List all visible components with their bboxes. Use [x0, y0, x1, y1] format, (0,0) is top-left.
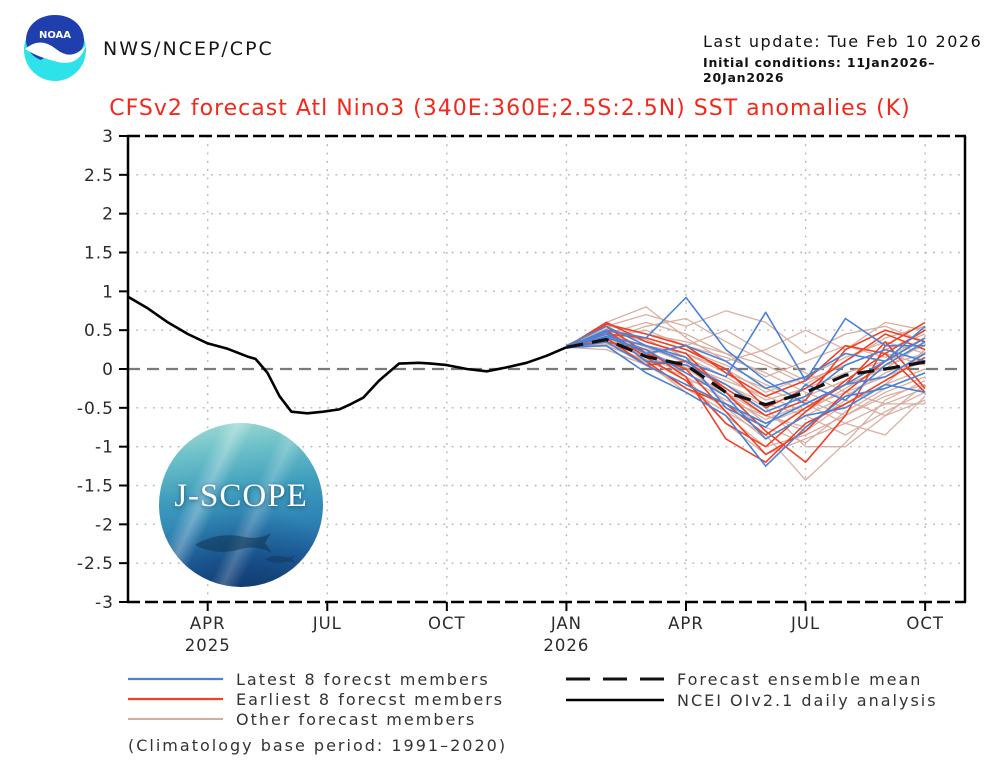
initial-conditions-text: Initial conditions: 11Jan2026–20Jan2026: [703, 55, 936, 85]
legend-item-other-members: Other forecast members: [128, 709, 477, 729]
svg-text:OCT: OCT: [906, 614, 944, 633]
chart-axis-labels: 3 2.5 2 1.5 1 0.5 0 -0.5 -1 -1.5 -2 -2.5 -3 APR JUL OCT…: [77, 127, 944, 655]
noaa-seagull-icon: [25, 42, 86, 63]
svg-text:1: 1: [102, 282, 114, 302]
svg-text:-3: -3: [95, 593, 114, 613]
svg-text:2.5: 2.5: [84, 166, 114, 186]
svg-text:2: 2: [102, 205, 114, 225]
chart-title: CFSv2 forecast Atl Nino3 (340E:360E;2.5S…: [109, 96, 911, 121]
legend-label-earliest: Earliest 8 forecst members: [236, 689, 505, 709]
svg-text:OCT: OCT: [428, 614, 466, 633]
legend-label-latest: Latest 8 forecst members: [236, 669, 490, 689]
legend-item-analysis: NCEI OIv2.1 daily analysis: [566, 690, 938, 710]
svg-text:JAN: JAN: [550, 614, 582, 633]
analysis-line-swatch: [566, 698, 664, 702]
climatology-note: (Climatology base period: 1991–2020): [128, 736, 508, 755]
jscope-watermark-text: J-SCOPE: [174, 478, 308, 514]
fish-icon: [195, 533, 295, 563]
svg-text:-0.5: -0.5: [77, 399, 114, 419]
svg-text:-1: -1: [95, 438, 114, 458]
svg-text:JUL: JUL: [312, 614, 342, 633]
svg-text:JUL: JUL: [790, 614, 820, 633]
noaa-logo: NOAA: [24, 15, 86, 81]
jscope-watermark-logo: J-SCOPE: [159, 423, 323, 587]
svg-text:-1.5: -1.5: [77, 477, 114, 497]
ensemble-mean-line-swatch: [566, 677, 664, 681]
svg-text:0: 0: [102, 360, 114, 380]
org-title: NWS/NCEP/CPC: [103, 38, 274, 60]
svg-text:APR: APR: [190, 614, 226, 633]
svg-text:1.5: 1.5: [84, 244, 114, 264]
latest-members-line-swatch: [128, 677, 223, 681]
legend-label-other: Other forecast members: [236, 709, 477, 729]
noaa-logo-text: NOAA: [39, 30, 71, 41]
legend-label-analysis: NCEI OIv2.1 daily analysis: [677, 690, 938, 710]
svg-text:-2: -2: [95, 515, 114, 535]
earliest-members-line-swatch: [128, 697, 223, 701]
svg-text:-2.5: -2.5: [77, 554, 114, 574]
svg-text:APR: APR: [668, 614, 704, 633]
legend-item-earliest-members: Earliest 8 forecst members: [128, 689, 505, 709]
legend-label-mean: Forecast ensemble mean: [677, 669, 923, 689]
svg-text:3: 3: [102, 127, 114, 147]
legend-item-latest-members: Latest 8 forecst members: [128, 669, 490, 689]
svg-text:2026: 2026: [543, 636, 589, 655]
last-update-text: Last update: Tue Feb 10 2026: [703, 32, 983, 51]
chart-axes: [119, 134, 967, 611]
svg-text:2025: 2025: [185, 636, 231, 655]
sst-anomaly-forecast-chart: 3 2.5 2 1.5 1 0.5 0 -0.5 -1 -1.5 -2 -2.5 -3 APR JUL OCT…: [77, 127, 967, 655]
chart-series-lines: [127, 295, 926, 481]
svg-text:0.5: 0.5: [84, 321, 114, 341]
other-members-line-swatch: [128, 718, 223, 720]
legend-item-ensemble-mean: Forecast ensemble mean: [566, 669, 923, 689]
